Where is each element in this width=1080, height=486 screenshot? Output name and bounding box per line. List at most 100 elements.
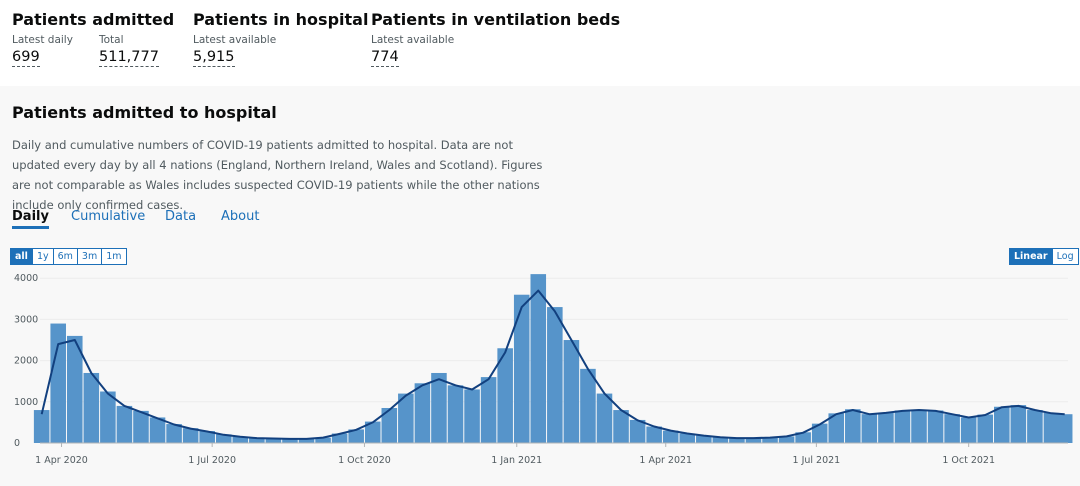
- bar: [447, 385, 464, 443]
- bar: [563, 340, 580, 443]
- bar: [596, 393, 613, 443]
- metric-value[interactable]: 5,915: [193, 49, 235, 67]
- bar: [50, 323, 66, 443]
- bar: [149, 417, 166, 443]
- bar: [745, 438, 762, 443]
- bar: [811, 423, 828, 443]
- bar: [778, 436, 795, 443]
- bar: [530, 274, 547, 443]
- bar: [944, 414, 960, 443]
- bar: [1027, 410, 1043, 443]
- bar: [232, 436, 249, 443]
- average-line: [40, 289, 1065, 440]
- y-tick-label: 0: [14, 438, 20, 449]
- headline-title: Patients in ventilation beds: [371, 10, 621, 29]
- y-tick-label: 3000: [14, 314, 38, 325]
- bar: [33, 410, 50, 443]
- bar: [828, 413, 845, 443]
- bar: [977, 414, 994, 443]
- bar: [100, 391, 116, 443]
- metric-label: Latest daily: [12, 34, 73, 46]
- bar: [1056, 414, 1073, 443]
- bar: [795, 432, 811, 443]
- bar: [480, 377, 497, 443]
- bar: [927, 410, 944, 443]
- bar: [894, 410, 911, 443]
- bar: [431, 372, 447, 443]
- bar: [215, 434, 232, 443]
- metric-label: Total: [99, 34, 124, 46]
- bar: [182, 428, 199, 443]
- bar: [547, 307, 563, 443]
- bar: [1043, 412, 1060, 443]
- bar: [497, 348, 513, 443]
- tab[interactable]: Cumulative: [71, 209, 146, 224]
- bar: [166, 424, 182, 443]
- headline-title: Patients admitted: [12, 10, 175, 29]
- card-title: Patients admitted to hospital: [12, 103, 277, 122]
- bar: [315, 437, 331, 443]
- x-tick-label: 1 Oct 2021: [942, 455, 995, 466]
- bar: [83, 372, 100, 443]
- bar: [646, 426, 662, 443]
- x-tick-label: 1 Oct 2020: [338, 455, 391, 466]
- bar: [878, 412, 894, 443]
- bar: [696, 435, 712, 443]
- metric-value[interactable]: 699: [12, 49, 40, 67]
- bar: [1010, 405, 1027, 443]
- bar: [911, 409, 927, 443]
- y-tick-label: 2000: [14, 356, 38, 367]
- tab[interactable]: Daily: [12, 209, 49, 229]
- bar: [331, 433, 348, 443]
- bar: [381, 407, 398, 443]
- bar: [712, 437, 729, 443]
- y-tick-label: 1000: [14, 397, 38, 408]
- bar: [464, 389, 480, 443]
- metric-label: Latest available: [193, 34, 277, 46]
- chart: 0 1000 2000 3000 4000 1 Apr 2020 1 Jul 2020 1 O…: [14, 273, 1073, 466]
- bar: [513, 294, 530, 443]
- bar: [116, 405, 133, 443]
- bar: [348, 429, 364, 443]
- bar: [994, 406, 1010, 443]
- x-tick-label: 1 Jan 2021: [491, 455, 542, 466]
- x-tick-label: 1 Apr 2021: [639, 455, 692, 466]
- tab[interactable]: Data: [165, 209, 197, 224]
- x-tick-label: 1 Apr 2020: [35, 455, 88, 466]
- metric-value[interactable]: 774: [371, 49, 399, 67]
- bar: [66, 335, 83, 443]
- range-buttons: all 1y 6m 3m 1m: [10, 244, 127, 265]
- bar: [861, 414, 878, 443]
- metric-label: Latest available: [371, 34, 455, 46]
- y-tick-label: 4000: [14, 273, 38, 284]
- bar: [249, 438, 265, 443]
- bar: [729, 438, 745, 443]
- range-button[interactable]: 3m: [76, 248, 103, 265]
- x-tick-label: 1 Jul 2021: [793, 455, 841, 466]
- bar: [762, 437, 778, 443]
- bar: [282, 438, 298, 443]
- bar: [398, 393, 414, 443]
- scale-button[interactable]: Log: [1051, 248, 1079, 265]
- headline-title: Patients in hospital: [193, 10, 369, 29]
- description: Daily and cumulative numbers of COVID-19…: [12, 138, 543, 212]
- bar: [845, 409, 861, 443]
- scale-buttons: Linear Log: [1009, 244, 1079, 265]
- bar: [414, 383, 431, 443]
- bar: [298, 438, 315, 443]
- x-tick-label: 1 Jul 2020: [188, 455, 236, 466]
- bar: [613, 410, 629, 443]
- metric-value[interactable]: 511,777: [99, 49, 159, 67]
- bar: [629, 419, 646, 443]
- bar: [364, 421, 381, 443]
- bar: [199, 431, 215, 443]
- bar: [960, 417, 977, 443]
- bar: [679, 433, 696, 443]
- bar: [133, 410, 149, 443]
- range-button[interactable]: 1m: [101, 248, 127, 265]
- bar: [580, 368, 596, 443]
- bar: [265, 438, 282, 443]
- bar: [662, 430, 679, 443]
- tab[interactable]: About: [221, 209, 260, 224]
